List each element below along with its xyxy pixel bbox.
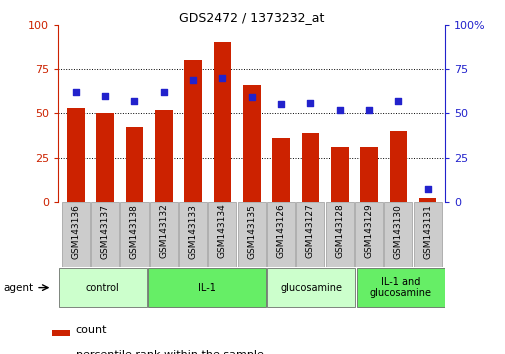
Text: GSM143130: GSM143130	[393, 204, 402, 259]
FancyBboxPatch shape	[296, 202, 324, 267]
FancyBboxPatch shape	[383, 202, 412, 267]
FancyBboxPatch shape	[148, 268, 266, 307]
Point	[218, 75, 226, 81]
FancyBboxPatch shape	[208, 202, 236, 267]
Text: GSM143129: GSM143129	[364, 204, 373, 258]
Point	[247, 95, 256, 100]
FancyBboxPatch shape	[179, 202, 207, 267]
Text: GSM143138: GSM143138	[130, 204, 139, 259]
Bar	[184, 60, 201, 202]
Point	[72, 89, 80, 95]
FancyBboxPatch shape	[356, 268, 444, 307]
FancyBboxPatch shape	[325, 202, 353, 267]
Bar	[67, 108, 84, 202]
Text: GSM143127: GSM143127	[306, 204, 314, 258]
Text: GSM143128: GSM143128	[334, 204, 343, 258]
FancyBboxPatch shape	[413, 202, 441, 267]
Bar	[242, 85, 260, 202]
Bar	[52, 330, 70, 336]
Point	[423, 187, 431, 192]
Point	[276, 102, 284, 107]
Text: IL-1 and
glucosamine: IL-1 and glucosamine	[369, 277, 431, 298]
Point	[306, 100, 314, 105]
Bar	[272, 138, 289, 202]
Bar	[125, 127, 143, 202]
Point	[101, 93, 109, 98]
FancyBboxPatch shape	[62, 202, 90, 267]
Bar	[155, 110, 172, 202]
Point	[160, 89, 168, 95]
FancyBboxPatch shape	[267, 268, 355, 307]
Text: GSM143133: GSM143133	[188, 204, 197, 259]
Bar	[96, 113, 114, 202]
Text: count: count	[76, 325, 107, 336]
Bar	[213, 42, 231, 202]
FancyBboxPatch shape	[120, 202, 148, 267]
Bar	[330, 147, 348, 202]
Point	[130, 98, 138, 104]
Text: IL-1: IL-1	[198, 282, 216, 293]
Text: percentile rank within the sample: percentile rank within the sample	[76, 349, 263, 354]
FancyBboxPatch shape	[267, 202, 294, 267]
Text: GSM143137: GSM143137	[100, 204, 110, 259]
Title: GDS2472 / 1373232_at: GDS2472 / 1373232_at	[179, 11, 324, 24]
Text: glucosamine: glucosamine	[280, 282, 341, 293]
Text: GSM143135: GSM143135	[247, 204, 256, 259]
Point	[335, 107, 343, 113]
FancyBboxPatch shape	[237, 202, 265, 267]
FancyBboxPatch shape	[355, 202, 382, 267]
Text: GSM143134: GSM143134	[218, 204, 226, 258]
Bar	[301, 133, 319, 202]
Bar	[389, 131, 407, 202]
Text: GSM143132: GSM143132	[159, 204, 168, 258]
FancyBboxPatch shape	[59, 268, 146, 307]
Point	[189, 77, 197, 82]
Text: control: control	[86, 282, 120, 293]
Text: GSM143126: GSM143126	[276, 204, 285, 258]
FancyBboxPatch shape	[91, 202, 119, 267]
Bar	[418, 198, 436, 202]
FancyBboxPatch shape	[149, 202, 177, 267]
Text: GSM143136: GSM143136	[71, 204, 80, 259]
Point	[364, 107, 372, 113]
Text: agent: agent	[3, 282, 33, 293]
Point	[393, 98, 401, 104]
Text: GSM143131: GSM143131	[422, 204, 431, 259]
Bar	[360, 147, 377, 202]
